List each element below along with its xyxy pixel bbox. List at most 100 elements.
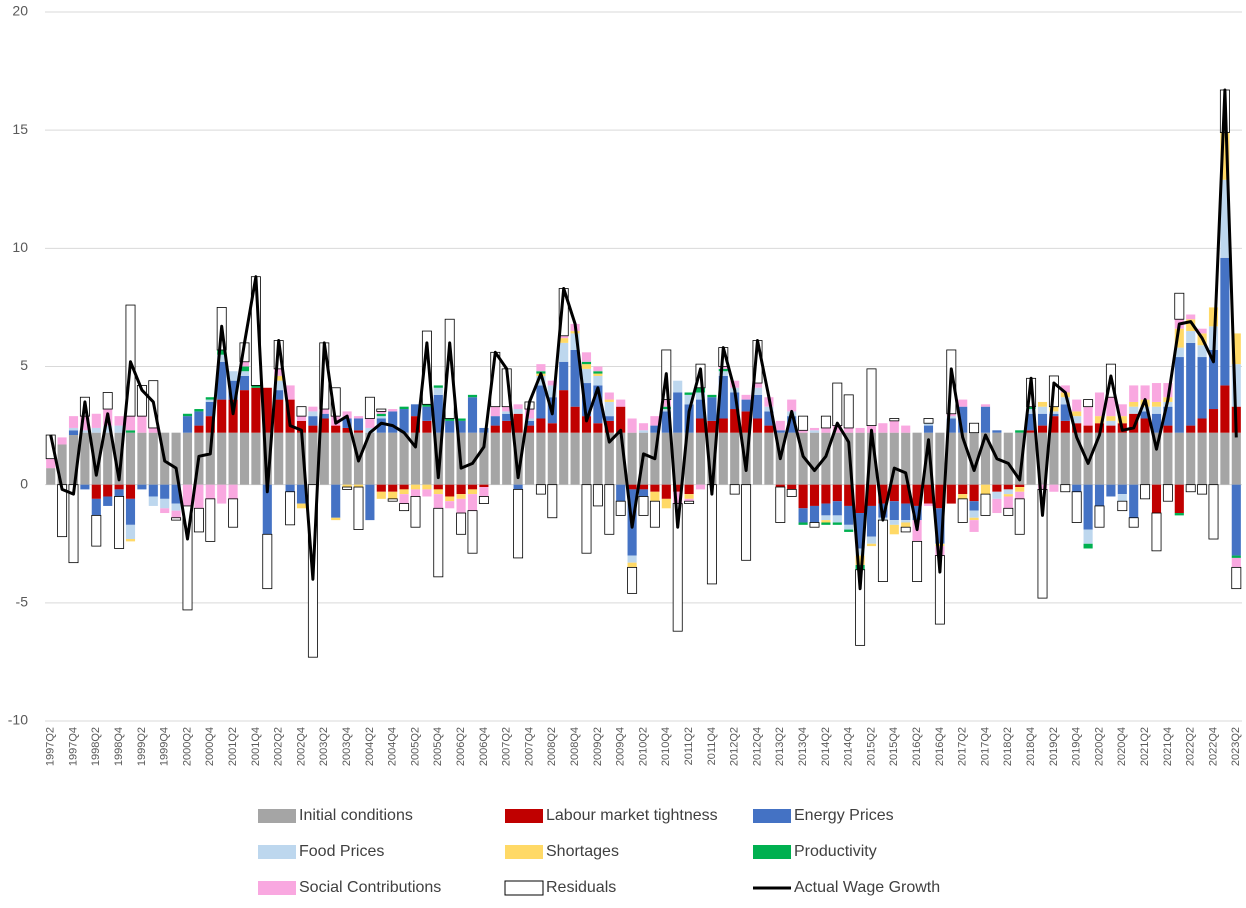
bar-segment (786, 488, 797, 497)
bar-segment (331, 484, 341, 518)
bar-segment (935, 432, 945, 485)
bar-segment (729, 484, 740, 495)
bar-segment (809, 484, 820, 506)
bar-segment (1151, 484, 1162, 514)
x-tick-label: 2019Q2 (1048, 727, 1060, 766)
bar-segment (661, 498, 671, 509)
bar-segment (296, 432, 307, 485)
bar-segment (239, 432, 250, 485)
bar-segment (684, 484, 694, 495)
bar-segment (80, 430, 90, 433)
bar-segment (1060, 420, 1070, 433)
x-tick-label: 2012Q2 (729, 727, 741, 766)
bar-segment (274, 375, 284, 381)
bar-segment (410, 404, 421, 417)
bar-segment (1026, 409, 1036, 414)
bar-segment (148, 427, 158, 433)
legend-swatch (258, 809, 296, 823)
bar-segment (684, 394, 694, 405)
bar-segment (843, 394, 854, 429)
bar-segment (969, 520, 979, 532)
x-tick-label: 2007Q4 (523, 727, 535, 766)
bar-segment (820, 415, 831, 429)
bar-segment (901, 432, 911, 485)
bar-segment (695, 432, 706, 485)
bar-segment (866, 543, 877, 547)
bar-segment (969, 484, 979, 502)
bar-segment (718, 375, 728, 419)
x-tick-label: 2022Q2 (1185, 727, 1197, 766)
bar-segment (627, 555, 637, 563)
bar-segment (479, 432, 489, 485)
bar-segment (980, 406, 991, 433)
bar-segment (1197, 484, 1208, 495)
bar-segment (935, 508, 945, 544)
bar-segment (445, 501, 455, 509)
bar-segment (752, 418, 763, 433)
bar-segment (205, 416, 215, 433)
bar-segment (228, 498, 239, 528)
bar-segment (502, 432, 512, 485)
bar-segment (844, 484, 854, 506)
legend-label: Actual Wage Growth (794, 879, 940, 896)
bar-segment (832, 425, 842, 433)
bar-segment (923, 503, 934, 506)
bar-segment (889, 418, 900, 422)
bar-segment (513, 432, 523, 485)
bar-segment (616, 406, 626, 433)
bar-segment (342, 418, 352, 428)
bar-segment (935, 543, 945, 547)
bar-segment (1072, 484, 1082, 492)
bar-segment (422, 420, 432, 433)
bar-segment (1049, 411, 1059, 414)
bar-segment (1117, 416, 1127, 424)
bar-segment (684, 494, 694, 499)
bar-segment (559, 338, 569, 343)
bar-segment (193, 507, 204, 533)
bar-segment (353, 416, 364, 419)
bar-segment (1026, 413, 1036, 431)
bar-segment (775, 430, 785, 433)
bar-segment (536, 418, 546, 433)
bar-segment (160, 498, 170, 509)
x-tick-label: 2018Q4 (1025, 727, 1037, 766)
bar-segment (376, 484, 386, 492)
bar-segment (1220, 385, 1230, 433)
bar-segment (1072, 411, 1082, 417)
bar-segment (570, 349, 580, 407)
y-tick-label: 15 (12, 121, 28, 137)
bar-segment (1186, 432, 1196, 485)
x-tick-label: 1998Q4 (113, 727, 125, 766)
bar-segment (1208, 349, 1219, 410)
bar-segment (866, 484, 877, 506)
bar-segment (422, 484, 432, 490)
bar-segment (103, 432, 113, 485)
bar-segment (182, 484, 193, 506)
x-tick-label: 2002Q2 (273, 727, 285, 766)
bar-segment (1015, 487, 1025, 492)
bar-segment (627, 566, 638, 594)
bar-segment (274, 368, 284, 376)
bar-segment (581, 383, 592, 417)
bar-segment (1151, 406, 1162, 414)
bar-segment (1129, 401, 1139, 407)
bar-segment (1140, 411, 1150, 419)
bar-segment (844, 505, 854, 525)
bar-segment (1208, 484, 1219, 540)
bar-segment (524, 409, 535, 419)
bar-segment (410, 489, 421, 497)
bar-segment (160, 508, 170, 514)
bar-segment (855, 427, 865, 433)
bar-segment (456, 512, 467, 535)
bar-segment (444, 318, 455, 419)
bar-segment (592, 484, 603, 507)
bar-segment (331, 425, 341, 433)
bar-segment (969, 510, 979, 518)
bar-segment (353, 486, 364, 530)
bar-segment (342, 432, 352, 485)
bar-segment (649, 500, 660, 528)
x-tick-label: 2000Q2 (181, 727, 193, 766)
bar-segment (581, 368, 592, 384)
bar-segment (296, 406, 307, 417)
bar-segment (114, 432, 124, 485)
